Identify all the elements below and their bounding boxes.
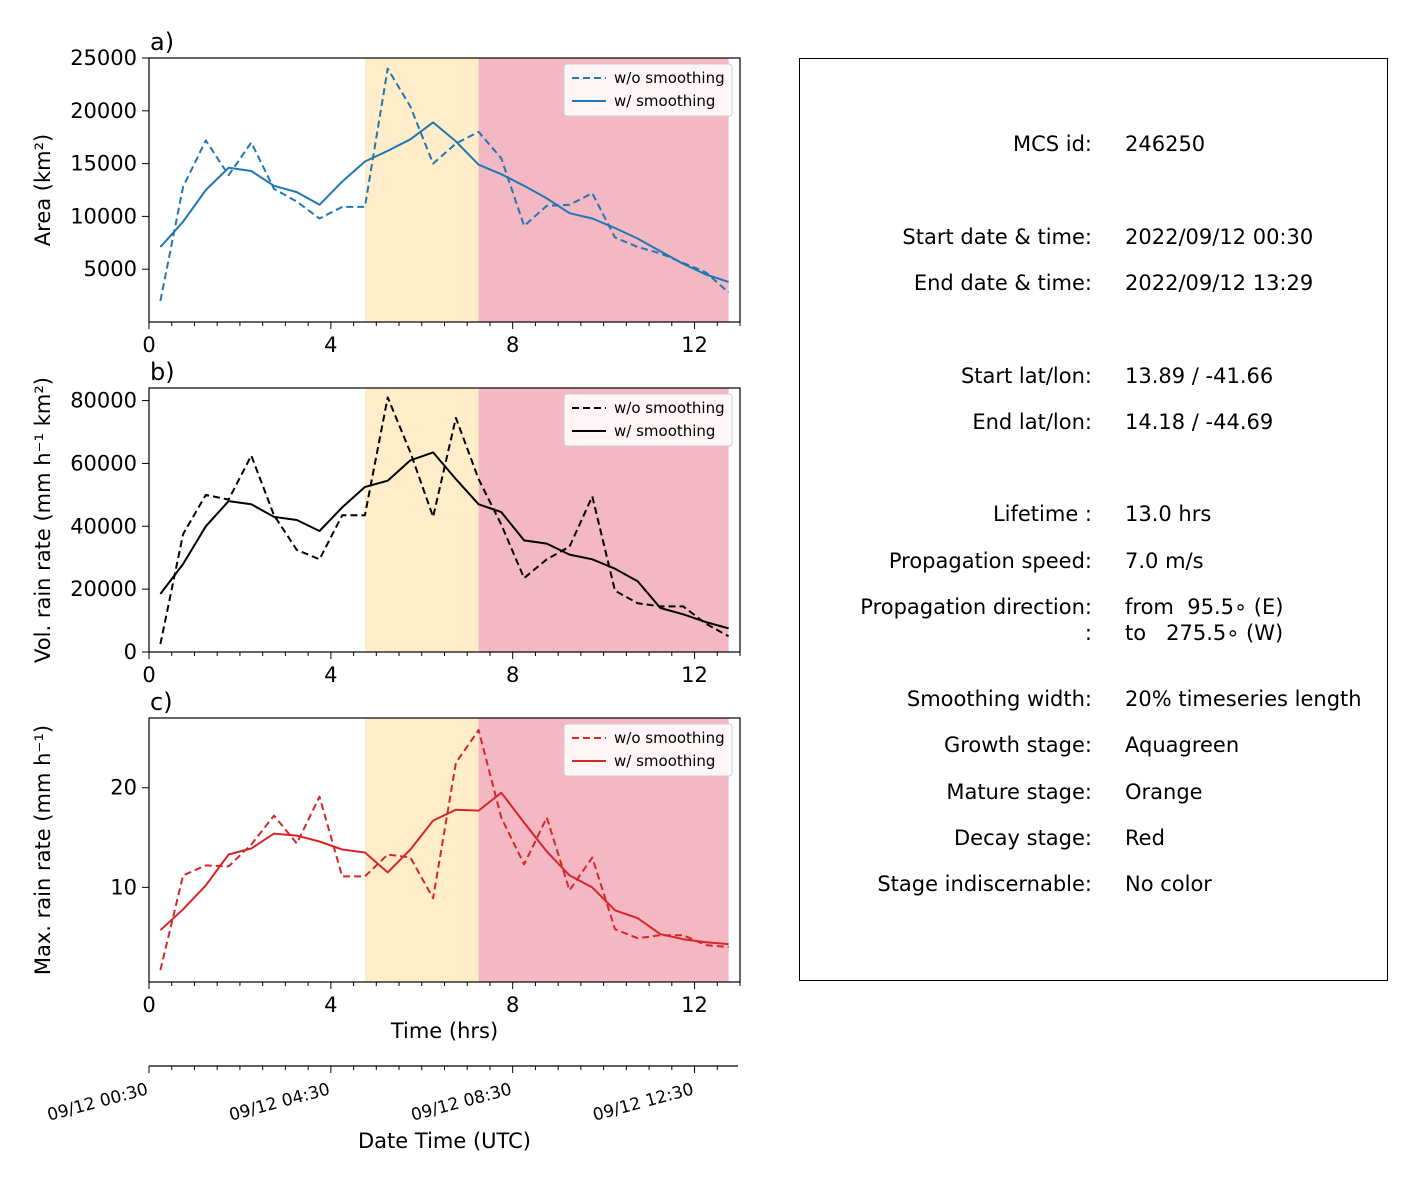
panel-volrain: 0 4 8 12 0 20000 40000 60000 80000 b) Vol. rain ra… xyxy=(31,358,741,687)
x-tick-label: 8 xyxy=(506,663,519,687)
legend: w/o smoothing w/ smoothing xyxy=(563,723,733,777)
series-line-raw xyxy=(159,396,730,645)
info-panel: MCS id: 246250 Start date & time: 2022/0… xyxy=(799,58,1388,981)
panel-maxrain: 0 4 8 12 10 20 c) Max. rain rate (mm h⁻¹) Time (… xyxy=(31,688,741,1043)
info-key-growth-stage: Growth stage: xyxy=(943,733,1092,757)
y-tick-label: 0 xyxy=(124,640,137,664)
info-value-mature-stage: Orange xyxy=(1125,780,1203,804)
info-value-growth-stage: Aquagreen xyxy=(1125,733,1240,757)
info-key-mature-stage: Mature stage: xyxy=(946,780,1092,804)
info-key-start-latlon: Start lat/lon: xyxy=(960,364,1092,388)
legend-label: w/o smoothing xyxy=(614,399,725,417)
x-tick-label: 0 xyxy=(142,993,155,1017)
datetime-tick-label: 09/12 08:30 xyxy=(409,1080,514,1126)
info-value-end-latlon: 14.18 / -44.69 xyxy=(1125,410,1274,434)
series-line-smoothed xyxy=(159,451,729,630)
legend: w/o smoothing w/ smoothing xyxy=(563,393,733,447)
stage-span-mature xyxy=(364,388,479,652)
x-tick-label: 12 xyxy=(681,993,708,1017)
x-tick-label: 0 xyxy=(142,333,155,357)
stage-span-mature xyxy=(364,718,479,982)
datetime-tick-label: 09/12 00:30 xyxy=(45,1080,150,1126)
info-value-decay-stage: Red xyxy=(1125,826,1165,850)
panel-label: c) xyxy=(150,688,173,716)
x-tick-label: 4 xyxy=(324,993,337,1017)
info-key-mcs-id: MCS id: xyxy=(1012,132,1092,156)
info-value-end-datetime: 2022/09/12 13:29 xyxy=(1125,271,1314,295)
datetime-tick-label: 09/12 12:30 xyxy=(591,1080,696,1126)
x-tick-label: 12 xyxy=(681,333,708,357)
datetime-axis: 09/12 00:30 09/12 04:30 09/12 08:30 09/12 1… xyxy=(45,1065,738,1153)
y-tick-label: 5000 xyxy=(84,257,137,281)
info-value-stage-indiscernable: No color xyxy=(1125,872,1212,896)
x-tick-label: 8 xyxy=(506,333,519,357)
legend-label: w/o smoothing xyxy=(614,69,725,87)
datetime-axis-label: Date Time (UTC) xyxy=(358,1129,531,1153)
info-key-propagation-speed: Propagation speed: xyxy=(888,549,1092,573)
info-value-start-datetime: 2022/09/12 00:30 xyxy=(1125,225,1314,249)
y-axis-label: Vol. rain rate (mm h⁻¹ km²) xyxy=(31,377,55,663)
info-key-smoothing-width: Smoothing width: xyxy=(906,687,1092,711)
y-axis-label: Max. rain rate (mm h⁻¹) xyxy=(31,725,55,975)
legend-label: w/ smoothing xyxy=(614,92,715,110)
info-key-decay-stage: Decay stage: xyxy=(954,826,1092,850)
x-axis-label: Time (hrs) xyxy=(390,1019,498,1043)
info-key-lifetime: Lifetime : xyxy=(992,502,1092,526)
legend-label: w/ smoothing xyxy=(614,752,715,770)
x-tick-label: 4 xyxy=(324,663,337,687)
legend-label: w/o smoothing xyxy=(614,729,725,747)
y-tick-label: 80000 xyxy=(70,389,137,413)
y-tick-label: 10 xyxy=(110,875,137,899)
y-axis-label: Area (km²) xyxy=(31,134,55,246)
info-key-stage-indiscernable: Stage indiscernable: xyxy=(877,872,1092,896)
info-value-mcs-id: 246250 xyxy=(1125,132,1206,156)
y-tick-label: 20 xyxy=(110,776,137,800)
series-line-smoothed xyxy=(159,121,729,283)
datetime-tick-label: 09/12 04:30 xyxy=(227,1080,332,1126)
series-line-raw xyxy=(159,67,730,302)
info-key-start-datetime: Start date & time: xyxy=(902,225,1092,249)
series-line-raw xyxy=(159,729,729,971)
y-tick-label: 25000 xyxy=(70,46,137,70)
info-value-lifetime: 13.0 hrs xyxy=(1125,502,1212,526)
y-tick-label: 40000 xyxy=(70,514,137,538)
stage-span-mature xyxy=(364,58,479,322)
info-value-start-latlon: 13.89 / -41.66 xyxy=(1125,364,1274,388)
info-key-end-latlon: End lat/lon: xyxy=(972,410,1092,434)
x-tick-label: 4 xyxy=(324,333,337,357)
x-tick-label: 12 xyxy=(681,663,708,687)
info-value-propagation-speed: 7.0 m/s xyxy=(1125,549,1204,573)
info-value-propagation-direction-to: to 275.5∘ (W) xyxy=(1125,621,1284,645)
y-tick-label: 20000 xyxy=(70,99,137,123)
y-tick-label: 20000 xyxy=(70,577,137,601)
series-line-smoothed xyxy=(159,791,729,946)
info-value-propagation-direction-from: from 95.5∘ (E) xyxy=(1125,595,1284,619)
info-value-smoothing-width: 20% timeseries length xyxy=(1125,687,1362,711)
legend: w/o smoothing w/ smoothing xyxy=(563,63,733,117)
y-tick-label: 15000 xyxy=(70,152,137,176)
legend-label: w/ smoothing xyxy=(614,422,715,440)
info-key-end-datetime: End date & time: xyxy=(913,271,1092,295)
x-tick-label: 0 xyxy=(142,663,155,687)
info-key-propagation-direction-cont: : xyxy=(1084,621,1092,645)
info-key-propagation-direction: Propagation direction: xyxy=(860,595,1092,619)
y-tick-label: 60000 xyxy=(70,451,137,475)
panel-area: 0 4 8 12 5000 10000 15000 20000 25000 a) Area (km²… xyxy=(31,28,741,357)
panel-label: a) xyxy=(150,28,174,56)
y-tick-label: 10000 xyxy=(70,204,137,228)
panel-label: b) xyxy=(150,358,175,386)
x-tick-label: 8 xyxy=(506,993,519,1017)
